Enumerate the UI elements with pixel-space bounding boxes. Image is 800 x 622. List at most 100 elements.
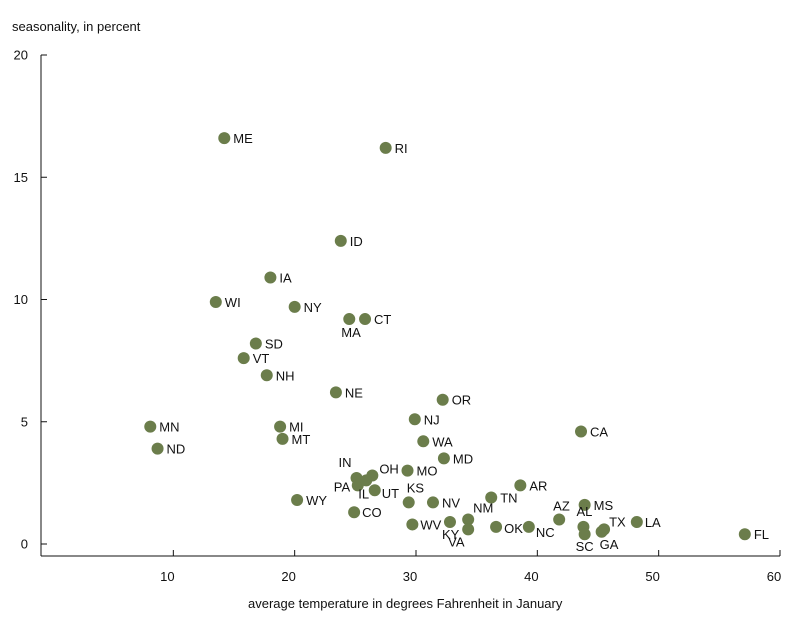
y-tick-label: 10 bbox=[14, 292, 28, 307]
point-label-sc: SC bbox=[576, 539, 594, 554]
point-ri bbox=[379, 141, 392, 154]
point-label-mn: MN bbox=[159, 420, 179, 435]
y-tick-label: 15 bbox=[14, 170, 28, 185]
axes: 0 5 10 15 20 10 20 30 40 50 60 bbox=[14, 48, 782, 585]
point-label-il: IL bbox=[358, 486, 369, 501]
point-label-nm: NM bbox=[473, 501, 493, 516]
point-label-ri: RI bbox=[395, 141, 408, 156]
y-axis-title: seasonality, in percent bbox=[12, 19, 141, 34]
point-label-me: ME bbox=[233, 131, 253, 146]
x-tick-label: 20 bbox=[281, 569, 295, 584]
point-label-wv: WV bbox=[420, 517, 441, 532]
point-sc bbox=[578, 528, 591, 541]
point-wy bbox=[291, 493, 304, 506]
point-label-ut: UT bbox=[382, 486, 399, 501]
point-va bbox=[462, 523, 475, 536]
point-id bbox=[334, 234, 347, 247]
point-label-sd: SD bbox=[265, 337, 283, 352]
point-ut bbox=[368, 484, 381, 497]
point-label-ok: OK bbox=[504, 521, 523, 536]
point-label-tx: TX bbox=[609, 514, 626, 529]
point-label-ma: MA bbox=[341, 325, 361, 340]
point-label-nv: NV bbox=[442, 495, 460, 510]
point-label-va: VA bbox=[448, 534, 465, 549]
point-label-in: IN bbox=[339, 455, 352, 470]
point-label-la: LA bbox=[645, 515, 661, 530]
point-wi bbox=[209, 295, 222, 308]
point-label-ne: NE bbox=[345, 385, 363, 400]
point-label-nj: NJ bbox=[424, 412, 440, 427]
point-label-ia: IA bbox=[279, 270, 292, 285]
point-ks bbox=[402, 496, 415, 509]
y-tick-label: 20 bbox=[14, 48, 28, 63]
point-ne bbox=[329, 386, 342, 399]
point-ms bbox=[578, 498, 591, 511]
point-label-wi: WI bbox=[225, 295, 241, 310]
point-label-ky: KY bbox=[442, 527, 460, 542]
y-tick-label: 5 bbox=[21, 414, 28, 429]
point-label-nd: ND bbox=[167, 442, 186, 457]
point-nj bbox=[408, 413, 421, 426]
point-wv bbox=[406, 518, 419, 531]
point-ny bbox=[288, 300, 301, 313]
point-label-fl: FL bbox=[754, 527, 769, 542]
point-nd bbox=[151, 442, 164, 455]
point-label-nc: NC bbox=[536, 525, 555, 540]
point-vt bbox=[237, 352, 250, 365]
x-axis-title: average temperature in degrees Fahrenhei… bbox=[248, 596, 563, 611]
point-label-id: ID bbox=[350, 234, 363, 249]
point-ma bbox=[343, 313, 356, 326]
point-label-pa: PA bbox=[334, 479, 351, 494]
point-label-ct: CT bbox=[374, 312, 391, 327]
point-label-mo: MO bbox=[417, 464, 438, 479]
point-label-co: CO bbox=[362, 505, 382, 520]
point-ga bbox=[595, 525, 608, 538]
x-tick-label: 30 bbox=[403, 569, 417, 584]
point-ct bbox=[359, 313, 372, 326]
point-label-ca: CA bbox=[590, 425, 608, 440]
point-nm bbox=[462, 513, 475, 526]
point-fl bbox=[738, 528, 751, 541]
point-az bbox=[553, 513, 566, 526]
point-label-mi: MI bbox=[289, 420, 303, 435]
point-ar bbox=[514, 479, 527, 492]
point-label-al: AL bbox=[576, 504, 592, 519]
point-label-oh: OH bbox=[379, 462, 399, 477]
point-mt bbox=[276, 432, 289, 445]
point-label-nh: NH bbox=[276, 368, 295, 383]
point-ok bbox=[490, 520, 503, 533]
point-co bbox=[348, 506, 361, 519]
point-wa bbox=[417, 435, 430, 448]
point-label-wa: WA bbox=[432, 434, 453, 449]
x-tick-label: 10 bbox=[160, 569, 174, 584]
point-label-mt: MT bbox=[292, 432, 311, 447]
point-sd bbox=[249, 337, 262, 350]
point-label-ks: KS bbox=[407, 480, 425, 495]
point-ca bbox=[575, 425, 588, 438]
point-label-ga: GA bbox=[600, 537, 619, 552]
point-label-md: MD bbox=[453, 451, 473, 466]
x-tick-label: 50 bbox=[645, 569, 659, 584]
point-label-az: AZ bbox=[553, 499, 570, 514]
point-la bbox=[630, 515, 643, 528]
point-il bbox=[360, 474, 373, 487]
point-label-tn: TN bbox=[500, 491, 517, 506]
x-tick-label: 40 bbox=[524, 569, 538, 584]
x-tick-label: 60 bbox=[767, 569, 781, 584]
point-nh bbox=[260, 369, 273, 382]
point-md bbox=[437, 452, 450, 465]
point-tn bbox=[485, 491, 498, 504]
point-or bbox=[436, 393, 449, 406]
point-nc bbox=[522, 520, 535, 533]
point-ia bbox=[264, 271, 277, 284]
point-label-ms: MS bbox=[594, 498, 614, 513]
point-label-ar: AR bbox=[529, 478, 547, 493]
point-label-wy: WY bbox=[306, 493, 327, 508]
point-mo bbox=[401, 464, 414, 477]
point-ky bbox=[443, 515, 456, 528]
point-label-vt: VT bbox=[253, 351, 270, 366]
y-tick-label: 0 bbox=[21, 537, 28, 552]
